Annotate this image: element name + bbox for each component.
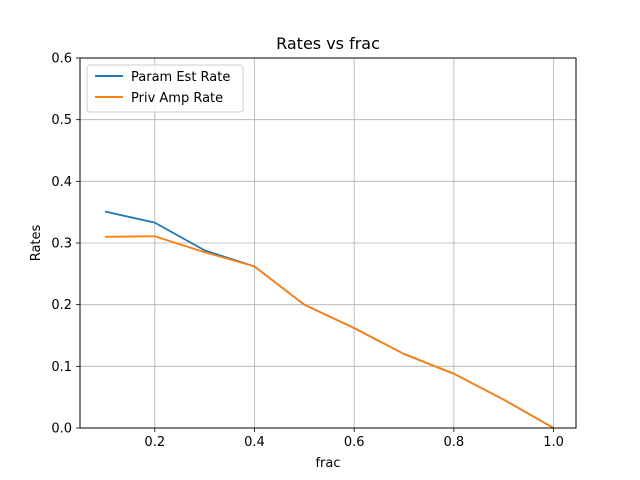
legend-label-param-est-rate: Param Est Rate	[131, 70, 230, 85]
legend-label-priv-amp-rate: Priv Amp Rate	[131, 91, 223, 106]
x-tick-label: 1.0	[543, 435, 564, 450]
x-tick-label: 0.6	[344, 435, 365, 450]
x-tick-label: 0.4	[244, 435, 265, 450]
y-tick-label: 0.1	[51, 360, 72, 375]
y-tick-label: 0.6	[51, 52, 72, 67]
legend-box	[86, 64, 244, 113]
x-axis-label: frac	[315, 456, 340, 471]
y-tick-label: 0.0	[51, 422, 72, 437]
y-tick-label: 0.2	[51, 298, 72, 313]
y-axis-label: Rates	[29, 224, 44, 261]
legend: Param Est Rate Priv Amp Rate	[86, 64, 244, 113]
y-tick-label: 0.5	[51, 113, 72, 128]
y-tick-label: 0.3	[51, 237, 72, 252]
series-line-priv-amp-rate	[104, 235, 555, 429]
tick-layer: 0.2 0.4 0.6 0.8 1.0 0.0 0.1 0.2 0.3 0.4 0.5 0.6	[51, 52, 564, 451]
x-tick-label: 0.8	[444, 435, 465, 450]
grid-layer	[80, 57, 576, 429]
x-tick-label: 0.2	[144, 435, 165, 450]
chart-title: Rates vs frac	[276, 34, 380, 53]
series-layer	[104, 210, 555, 429]
y-tick-label: 0.4	[51, 175, 72, 190]
